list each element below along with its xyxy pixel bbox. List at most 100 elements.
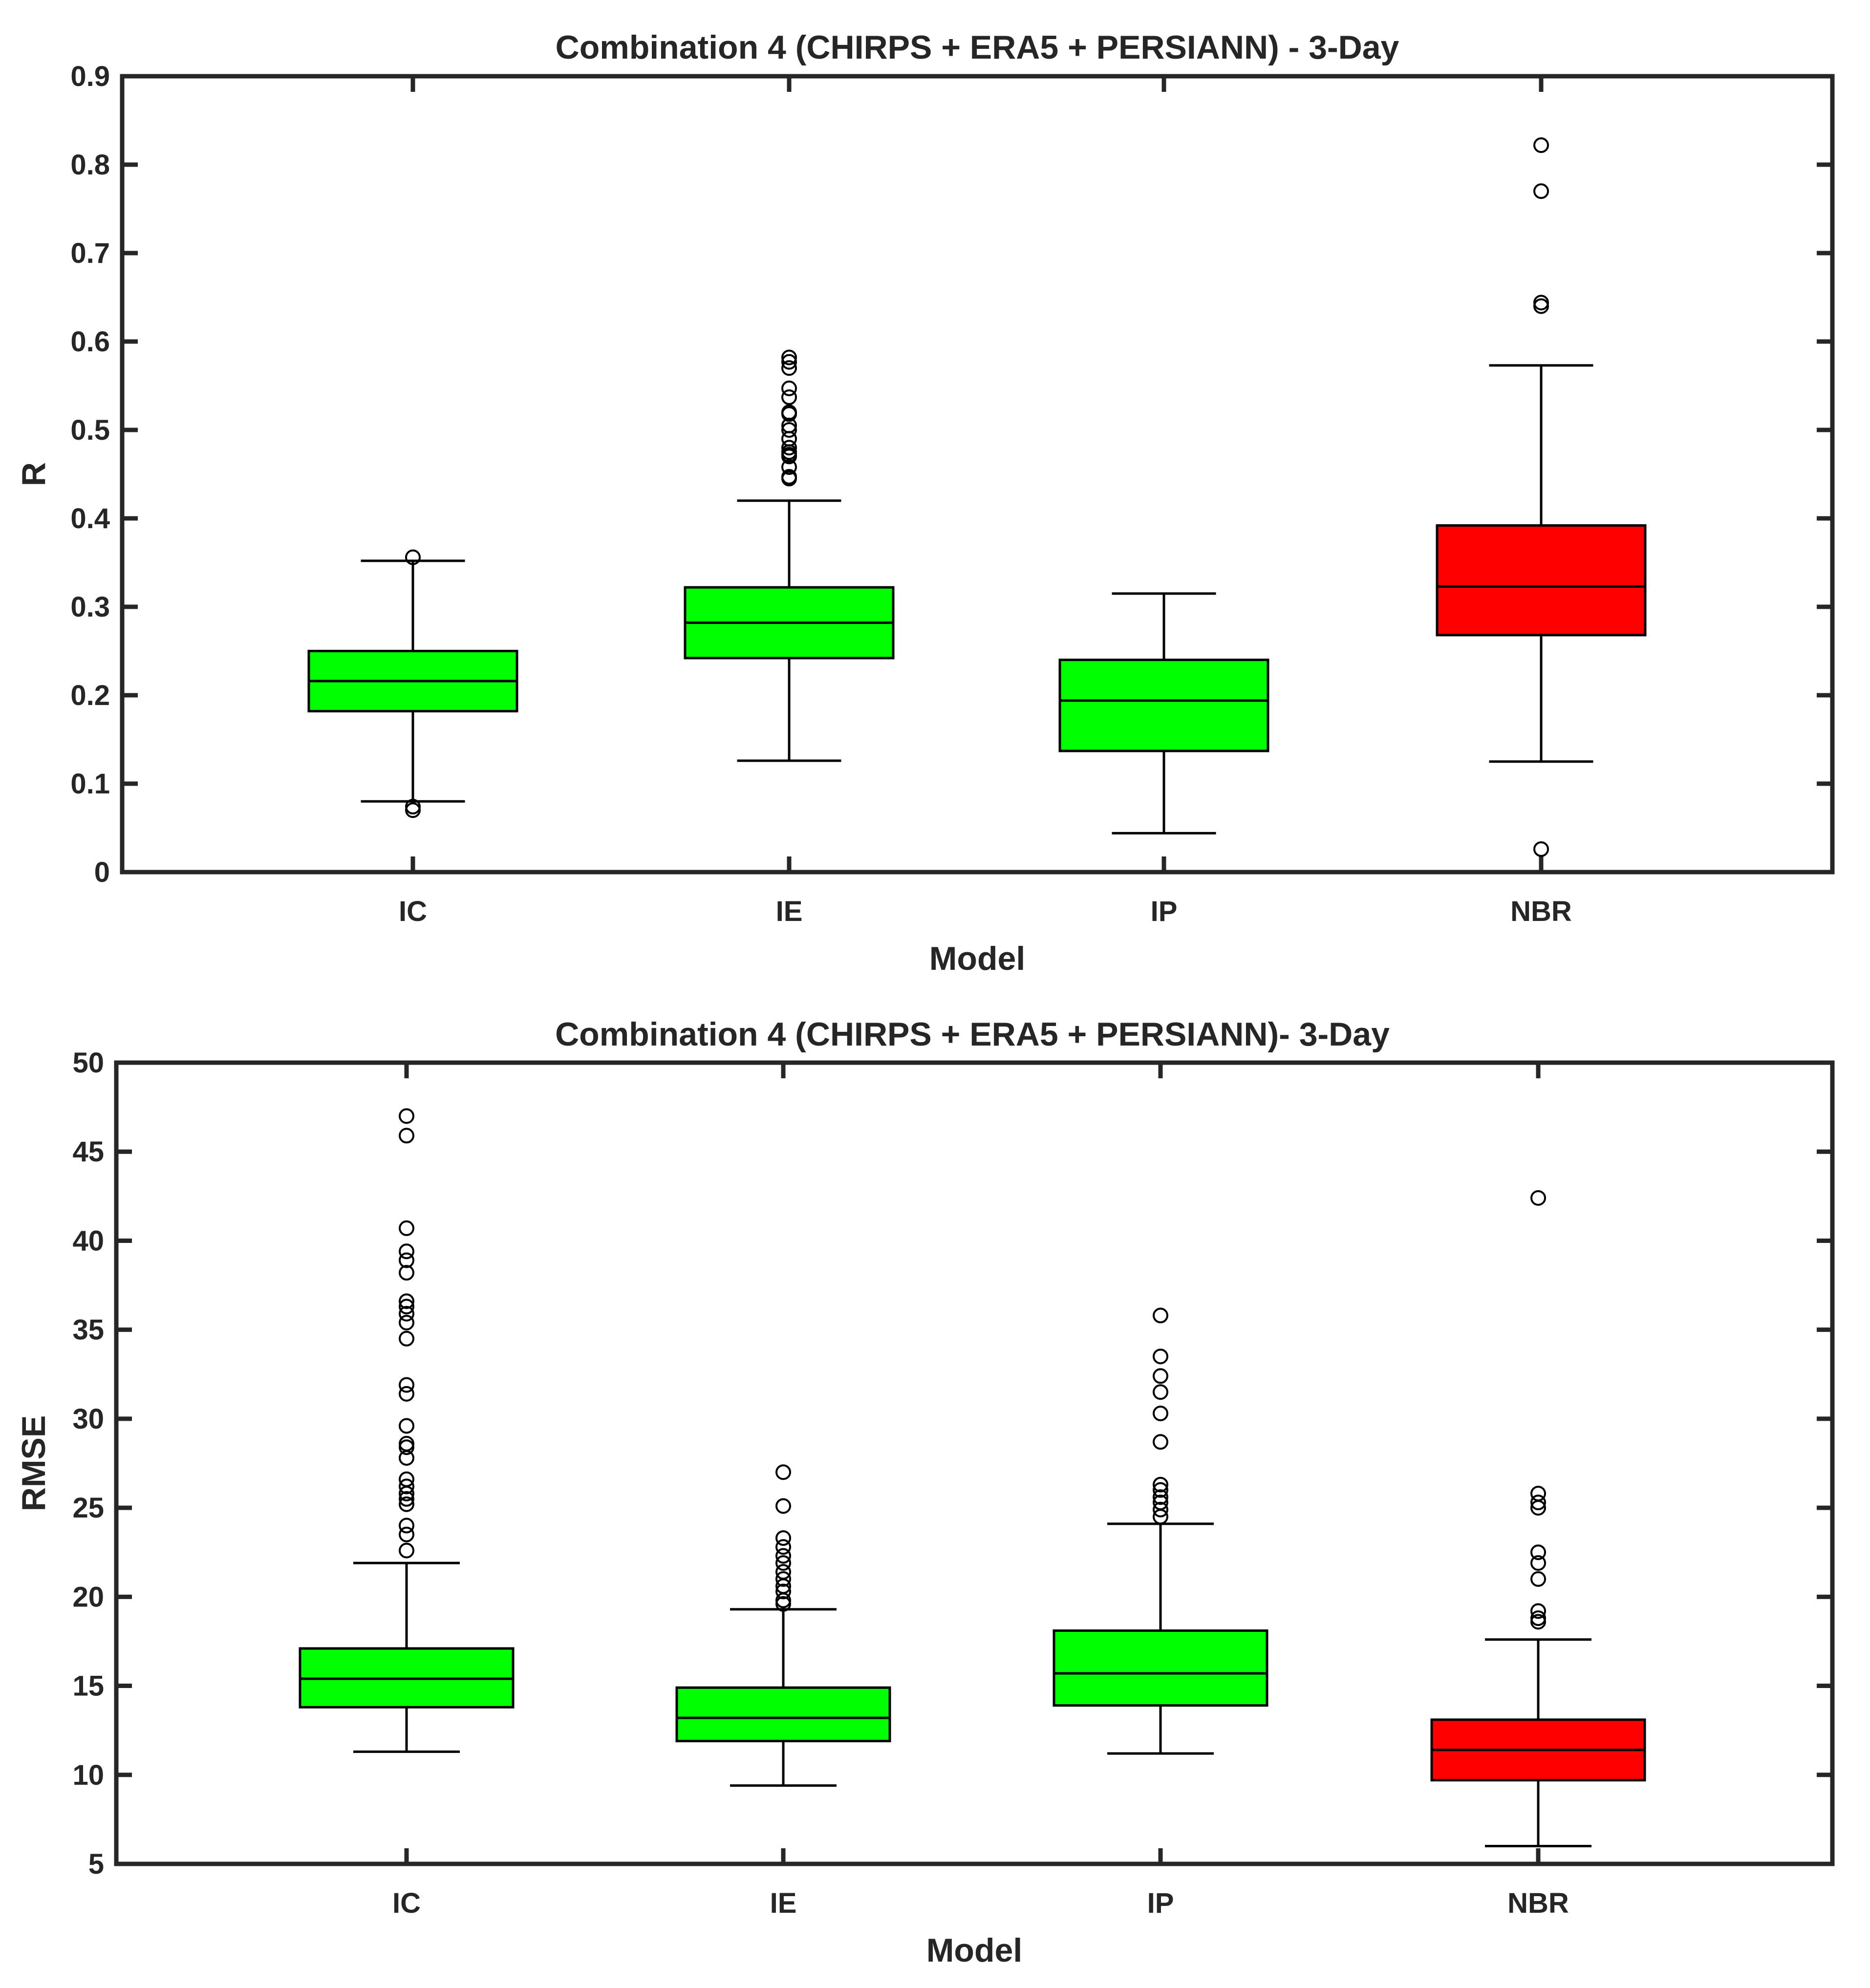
- y-tick-label: 10: [72, 1759, 104, 1791]
- outlier-point: [1153, 1434, 1168, 1450]
- y-tick-label: 0.6: [70, 326, 110, 358]
- outlier-point: [1530, 1610, 1546, 1626]
- box-iqr: [675, 1686, 891, 1743]
- box-group-ic: [307, 549, 518, 818]
- outlier-point: [775, 1583, 791, 1600]
- outlier-point: [1530, 1190, 1546, 1206]
- y-axis-label: R: [15, 462, 52, 486]
- x-tick-label: IE: [776, 896, 803, 927]
- rmse-boxplot-panel: Combination 4 (CHIRPS + ERA5 + PERSIANN)…: [15, 1016, 1835, 1969]
- y-tick-label: 5: [88, 1848, 104, 1880]
- chart-title: Combination 4 (CHIRPS + ERA5 + PERSIANN)…: [555, 1016, 1390, 1053]
- outlier-point: [399, 1496, 414, 1512]
- y-tick-label: 0.5: [70, 414, 110, 446]
- chart-title: Combination 4 (CHIRPS + ERA5 + PERSIANN)…: [556, 29, 1399, 66]
- outlier-point: [399, 1128, 414, 1144]
- y-tick-label: 35: [72, 1314, 104, 1346]
- outlier-point: [1153, 1489, 1168, 1505]
- outlier-point: [399, 1377, 414, 1393]
- outlier-point: [1153, 1405, 1168, 1421]
- outlier-point: [399, 1418, 414, 1434]
- box-group-ic: [299, 1108, 515, 1753]
- y-tick-label: 0.3: [70, 591, 110, 623]
- outlier-point: [399, 1435, 414, 1452]
- outlier-point: [775, 1548, 791, 1564]
- outlier-point: [1530, 1571, 1546, 1587]
- outlier-point: [1153, 1476, 1168, 1493]
- outlier-point: [399, 1386, 414, 1402]
- outlier-point: [1153, 1495, 1168, 1511]
- outlier-point: [399, 1220, 414, 1236]
- outlier-point: [399, 1471, 414, 1487]
- outlier-point: [399, 1542, 414, 1559]
- outlier-point: [1533, 841, 1549, 857]
- outlier-point: [399, 1108, 414, 1124]
- outlier-point: [399, 1243, 414, 1260]
- outlier-point: [1530, 1485, 1546, 1501]
- outlier-point: [399, 1478, 414, 1495]
- box-iqr: [1058, 659, 1269, 752]
- outlier-point: [781, 422, 797, 438]
- box-group-nbr: [1436, 137, 1647, 857]
- y-tick-label: 0.2: [70, 680, 110, 711]
- outlier-point: [399, 1252, 414, 1268]
- box-group-nbr: [1430, 1190, 1646, 1848]
- outlier-point: [399, 1518, 414, 1534]
- y-tick-label: 40: [72, 1225, 104, 1257]
- outlier-point: [781, 440, 797, 456]
- axes-frame: [120, 74, 1835, 875]
- outlier-point: [399, 1265, 414, 1281]
- outlier-point: [1153, 1482, 1168, 1498]
- outlier-point: [775, 1530, 791, 1546]
- x-axis-label: Model: [926, 1932, 1022, 1969]
- outlier-point: [1530, 1495, 1546, 1511]
- outlier-point: [781, 360, 797, 376]
- x-tick-label: IP: [1151, 896, 1178, 927]
- outlier-point: [399, 1330, 414, 1347]
- x-tick-label: IE: [770, 1887, 797, 1919]
- box-iqr: [1436, 524, 1647, 637]
- y-axis-label: RMSE: [15, 1415, 52, 1511]
- outlier-point: [775, 1464, 791, 1480]
- outlier-point: [1530, 1603, 1546, 1619]
- box-iqr: [1053, 1629, 1268, 1707]
- box-group-ip: [1058, 592, 1269, 834]
- y-tick-label: 0: [94, 856, 110, 888]
- outlier-point: [775, 1539, 791, 1555]
- axes-frame: [114, 1060, 1835, 1866]
- outlier-point: [781, 469, 797, 485]
- x-tick-label: IC: [392, 1887, 421, 1919]
- outlier-point: [405, 802, 421, 818]
- outlier-point: [1153, 1501, 1168, 1518]
- y-tick-label: 45: [72, 1136, 104, 1168]
- outlier-point: [1153, 1307, 1168, 1324]
- outlier-point: [399, 1305, 414, 1322]
- outlier-point: [405, 549, 421, 565]
- y-tick-label: 0.9: [70, 61, 110, 92]
- outlier-point: [399, 1315, 414, 1331]
- outlier-point: [399, 1293, 414, 1309]
- outlier-point: [781, 389, 797, 406]
- outlier-point: [1153, 1348, 1168, 1365]
- x-tick-label: NBR: [1507, 1887, 1569, 1919]
- y-tick-label: 0.1: [70, 768, 110, 800]
- outlier-point: [1153, 1384, 1168, 1400]
- x-tick-label: IC: [399, 896, 427, 927]
- box-group-ie: [675, 1464, 891, 1787]
- outlier-point: [775, 1564, 791, 1580]
- outlier-point: [1533, 183, 1549, 199]
- outlier-point: [775, 1571, 791, 1587]
- outlier-point: [781, 459, 797, 475]
- y-tick-label: 0.4: [70, 503, 110, 534]
- y-tick-label: 0.8: [70, 149, 110, 181]
- y-tick-label: 15: [72, 1670, 104, 1702]
- box-group-ie: [684, 349, 895, 762]
- outlier-point: [775, 1555, 791, 1571]
- outlier-point: [775, 1498, 791, 1514]
- x-tick-label: IP: [1147, 1887, 1174, 1919]
- y-tick-label: 50: [72, 1047, 104, 1079]
- x-tick-label: NBR: [1510, 896, 1572, 927]
- box-group-ip: [1053, 1307, 1268, 1755]
- outlier-point: [781, 404, 797, 420]
- outlier-point: [399, 1526, 414, 1542]
